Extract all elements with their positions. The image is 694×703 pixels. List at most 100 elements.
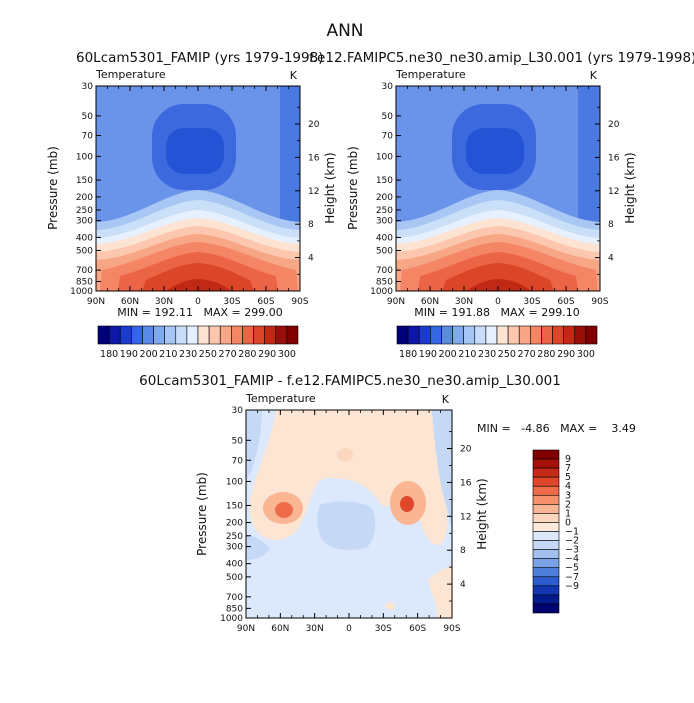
colorbar-cell [496,325,509,345]
y2-tick-label: 4 [460,580,466,590]
colorbar-cell [532,522,560,532]
y-tick-label: 70 [382,132,394,142]
panel-1-title: 60Lcam5301_FAMIP (yrs 1979-1998) [76,50,323,66]
colorbar-cell [219,325,232,345]
panel-3-ylabel-right: Height (km) [475,478,489,549]
y-tick-label: 30 [232,406,244,416]
y-tick-label: 1000 [370,287,393,297]
panel-2-title: f.e12.FAMIPC5.ne30_ne30.amip_L30.001 (yr… [309,50,694,66]
colorbar-cell [518,325,531,345]
colorbar-label: −7 [565,572,579,583]
colorbar-cell [574,325,587,345]
colorbar-label: 290 [557,349,575,360]
y-tick-label: 100 [226,477,243,487]
y-tick-label: 700 [376,266,393,276]
y-tick-label: 300 [76,217,93,227]
colorbar-label: 300 [278,349,296,360]
colorbar-cell [452,325,464,345]
colorbar-label: 4 [565,481,571,492]
colorbar-cell [231,325,243,345]
y-tick-label: 250 [226,532,243,542]
colorbar-cell [474,325,487,345]
colorbar-label: −2 [565,536,579,547]
colorbar-label: −5 [565,563,579,574]
colorbar-label: 230 [478,349,496,360]
colorbar-label: 1 [565,508,571,519]
y-tick-label: 1000 [70,287,93,297]
colorbar-label: −9 [565,581,579,592]
panel-2-units: K [590,69,598,82]
colorbar-cell [164,325,177,345]
y-tick-label: 250 [76,206,93,216]
colorbar-cell [430,325,442,345]
x-tick-label: 90S [291,297,308,307]
y-tick-label: 400 [376,233,393,243]
x-tick-label: 60N [271,624,289,634]
panel-2-ticks: 90N 60N 30N 0 30S 60S 90S 30 50 70 100 150 200 250300… [370,82,620,307]
y2-tick-label: 16 [608,153,620,163]
panel-1-ylabel: Pressure (mb) [46,146,60,230]
y-tick-label: 700 [226,593,243,603]
y-tick-label: 500 [226,573,243,583]
y-tick-label: 300 [376,217,393,227]
colorbar-label: 280 [238,349,256,360]
colorbar-cell [97,325,110,345]
panel-2-colorbar: 180 190 200 210 230 250 270 280 290 300 [396,325,598,360]
y-tick-label: 150 [226,501,243,511]
colorbar-cell [532,531,560,541]
colorbar-cell [552,325,564,345]
y2-tick-label: 8 [608,220,614,230]
colorbar-cell [585,325,598,345]
panel-2-ylabel: Pressure (mb) [346,146,360,230]
colorbar-cell [532,467,560,478]
panel-1-plot [96,86,300,291]
panel-2-variable: Temperature [395,68,466,81]
panel-1-variable: Temperature [95,68,166,81]
x-tick-label: 60N [121,297,139,307]
x-tick-label: 90N [387,297,405,307]
colorbar-label: 7 [565,463,571,474]
x-tick-label: 90S [591,297,608,307]
colorbar-cell [532,449,560,460]
x-tick-label: 60S [257,297,274,307]
colorbar-cell [264,325,277,345]
colorbar-cell [532,485,560,496]
x-tick-label: 60S [409,624,426,634]
colorbar-cell [532,540,560,550]
y-tick-label: 700 [76,266,93,276]
panel-3-title: 60Lcam5301_FAMIP - f.e12.FAMIPC5.ne30_ne… [139,373,561,389]
y-tick-label: 50 [82,112,94,122]
y-tick-label: 850 [376,277,393,287]
colorbar-cell [532,558,560,569]
x-tick-label: 30S [375,624,392,634]
y-tick-label: 400 [226,560,243,570]
y-tick-label: 200 [226,519,243,529]
panel-3-ylabel: Pressure (mb) [195,472,209,556]
panel-2-stats: MIN = 191.88 MAX = 299.10 [414,306,579,319]
y-tick-label: 200 [76,193,93,203]
y2-tick-label: 12 [308,187,319,197]
colorbar-cell [463,325,476,345]
colorbar-label: 5 [565,472,571,483]
colorbar-cell [175,325,188,345]
panel-1-ticks: 90N 60N 30N 0 30S 60S 90S 30 50 70 100 150 200 250300… [70,82,320,307]
x-tick-label: 60S [557,297,574,307]
colorbar-cell [532,458,560,469]
panel-1-units: K [290,69,298,82]
colorbar-cell [142,325,154,345]
colorbar-cell [532,549,560,559]
colorbar-label: 280 [537,349,555,360]
colorbar-cell [532,504,560,514]
colorbar-cell [396,325,409,345]
panel-3: 60Lcam5301_FAMIP - f.e12.FAMIPC5.ne30_ne… [139,373,636,634]
x-tick-label: 30N [455,297,473,307]
x-tick-label: 90S [443,624,460,634]
y2-tick-label: 16 [460,478,472,488]
y2-tick-label: 12 [460,512,471,522]
y-tick-label: 300 [226,543,243,553]
colorbar-cell [275,325,288,345]
x-tick-label: 30S [523,297,540,307]
panel-1-stats: MIN = 192.11 MAX = 299.00 [117,306,282,319]
colorbar-label: 3 [565,490,571,501]
y-tick-label: 250 [376,206,393,216]
